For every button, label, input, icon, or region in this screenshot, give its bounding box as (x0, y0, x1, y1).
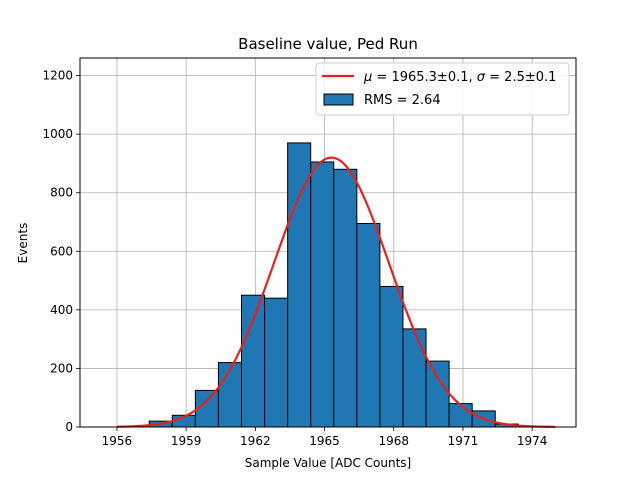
x-tick-label: 1974 (517, 434, 548, 448)
histogram-bar (379, 285, 404, 428)
x-tick-label: 1968 (378, 434, 409, 448)
y-tick-label: 200 (50, 361, 73, 375)
y-tick-label: 600 (50, 244, 73, 258)
x-tick-label: 1956 (102, 434, 133, 448)
y-axis-label: Events (16, 223, 30, 264)
legend-histogram-swatch (323, 93, 354, 106)
y-tick-label: 1200 (42, 69, 73, 83)
histogram-bar (264, 297, 289, 428)
legend-sigma-text: = 2.5±0.1 (485, 70, 556, 85)
legend-sigma-symbol: σ (477, 70, 486, 85)
histogram-bar (402, 328, 427, 428)
y-tick-label: 400 (50, 303, 73, 317)
histogram-bar (356, 222, 381, 428)
histogram-bar (310, 161, 335, 428)
legend-mu-symbol: μ (363, 70, 372, 85)
legend-box (315, 62, 570, 116)
x-axis: 1956 1959 1962 1965 1968 1971 1974 (102, 427, 548, 448)
x-tick-label: 1962 (240, 434, 271, 448)
chart-title: Baseline value, Ped Run (238, 35, 418, 53)
y-tick-label: 0 (65, 420, 73, 434)
plot-frame (79, 57, 577, 428)
legend-fit-label: μ = 1965.3±0.1, σ = 2.5±0.1 (363, 70, 556, 85)
y-axis: 0 200 400 600 800 1000 1200 (42, 69, 80, 434)
histogram-bars (148, 142, 519, 428)
histogram-bar (448, 403, 473, 428)
histogram-bar (240, 294, 266, 428)
x-axis-label: Sample Value [ADC Counts] (245, 456, 411, 470)
histogram-bar (287, 142, 312, 428)
legend: μ = 1965.3±0.1, σ = 2.5±0.1 RMS = 2.64 (315, 62, 570, 116)
x-tick-label: 1959 (171, 434, 202, 448)
histogram-bar (333, 168, 358, 428)
histogram-bar (425, 360, 450, 428)
y-tick-label: 1000 (42, 127, 73, 141)
x-tick-label: 1971 (448, 434, 479, 448)
legend-histogram-label: RMS = 2.64 (364, 93, 441, 108)
legend-mu-text: = 1965.3±0.1, (372, 70, 476, 85)
gaussian-fit-curve (116, 156, 556, 428)
x-tick-label: 1965 (309, 434, 340, 448)
y-tick-label: 800 (50, 186, 73, 200)
histogram-bar (217, 362, 242, 428)
